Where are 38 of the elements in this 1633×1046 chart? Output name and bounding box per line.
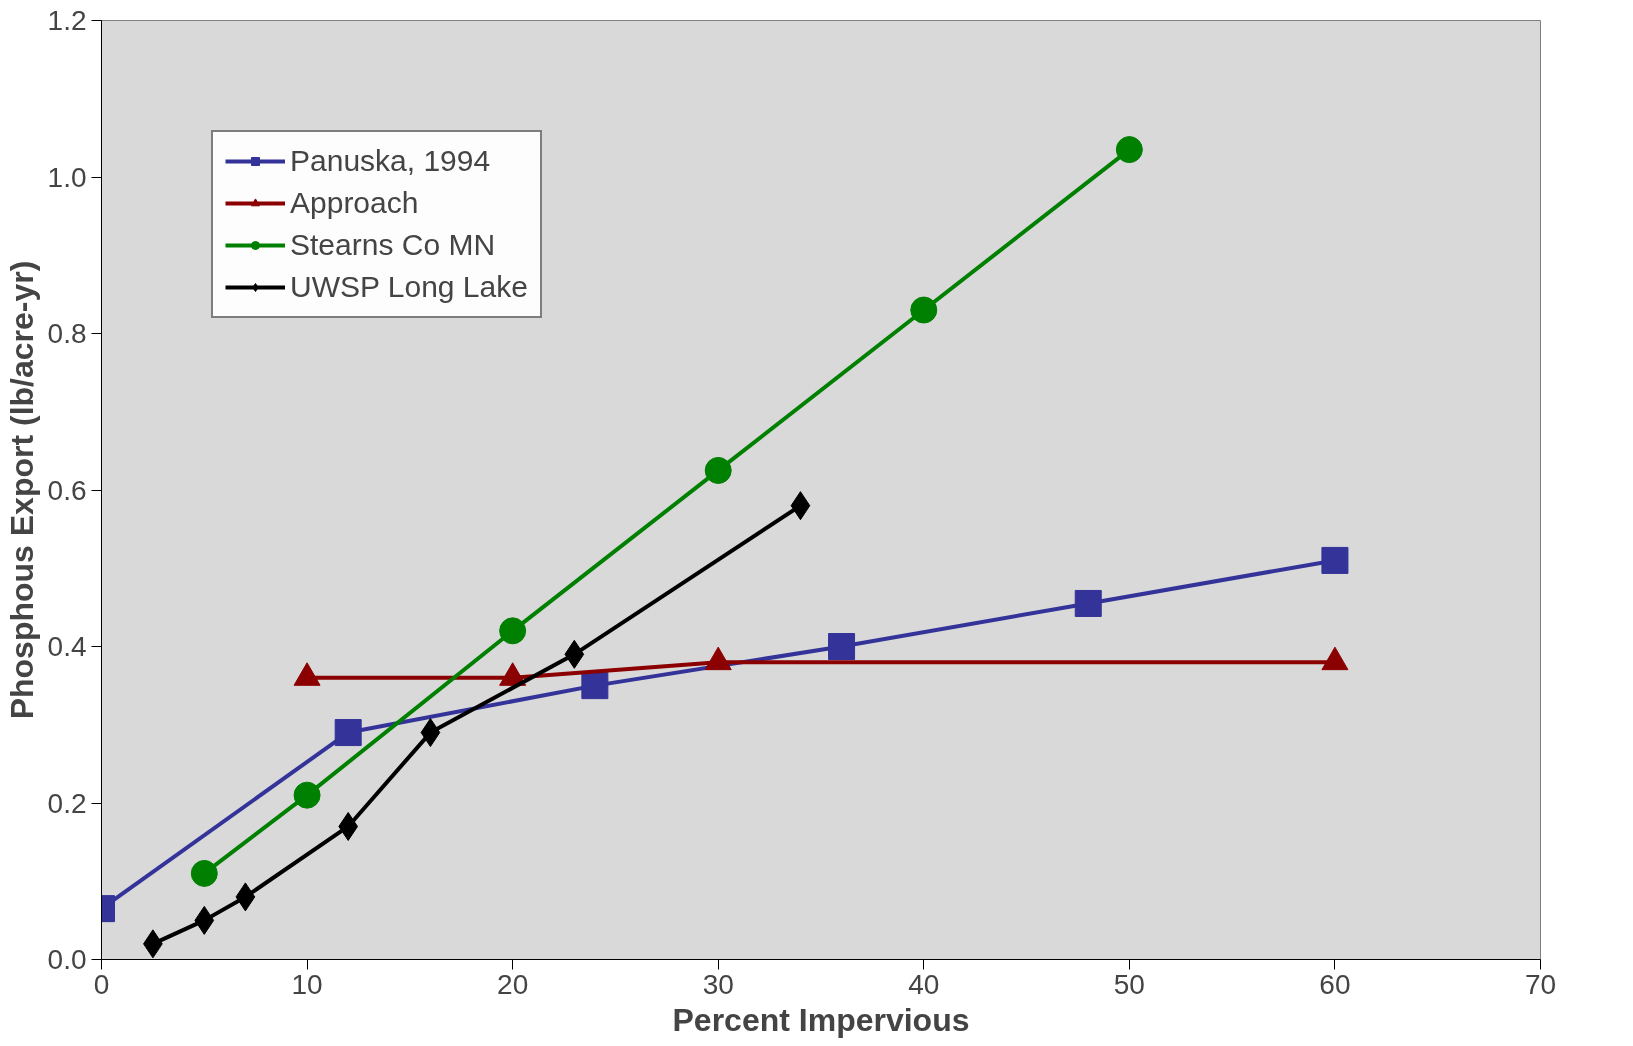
- y-tick-label: 0.4: [47, 631, 87, 662]
- point: [581, 672, 609, 700]
- x-tick-label: 70: [1524, 968, 1557, 1000]
- point: [334, 719, 362, 747]
- point: [194, 905, 215, 935]
- y-tick-label: 1.0: [47, 161, 87, 193]
- point: [564, 639, 585, 669]
- point: [1074, 589, 1102, 617]
- y-axis-title: Phosphous Export (lb/acre-yr): [3, 260, 40, 720]
- y-tick-label: 1.2: [47, 5, 87, 36]
- point: [828, 633, 856, 660]
- y-tick-label: 0.6: [47, 474, 87, 506]
- x-tick-label: 30: [702, 968, 734, 1000]
- legend-label: Stearns Co MN: [290, 228, 496, 262]
- y-tick-label: 0.0: [47, 944, 87, 975]
- x-axis-title: Percent Impervious: [672, 1001, 970, 1038]
- point: [235, 882, 256, 912]
- point: [1115, 136, 1143, 164]
- point: [338, 811, 359, 841]
- point: [499, 617, 527, 645]
- point: [190, 859, 218, 887]
- x-tick-label: 0: [93, 968, 110, 1000]
- legend-label: Panuska, 1994: [290, 144, 491, 178]
- point: [704, 456, 732, 484]
- y-tick-label: 0.2: [47, 787, 87, 819]
- x-tick-label: 10: [291, 968, 323, 1000]
- x-tick-label: 60: [1319, 968, 1351, 1000]
- point: [910, 296, 938, 324]
- legend-label: Approach: [290, 186, 419, 220]
- point: [293, 781, 321, 809]
- y-tick-label: 0.8: [47, 318, 87, 349]
- x-tick-label: 50: [1113, 968, 1145, 1000]
- point: [790, 491, 811, 521]
- x-tick-label: 40: [908, 968, 940, 1000]
- legend-label: UWSP Long Lake: [290, 270, 528, 304]
- point: [1321, 546, 1349, 574]
- point: [420, 718, 441, 748]
- x-tick-label: 20: [497, 968, 529, 1000]
